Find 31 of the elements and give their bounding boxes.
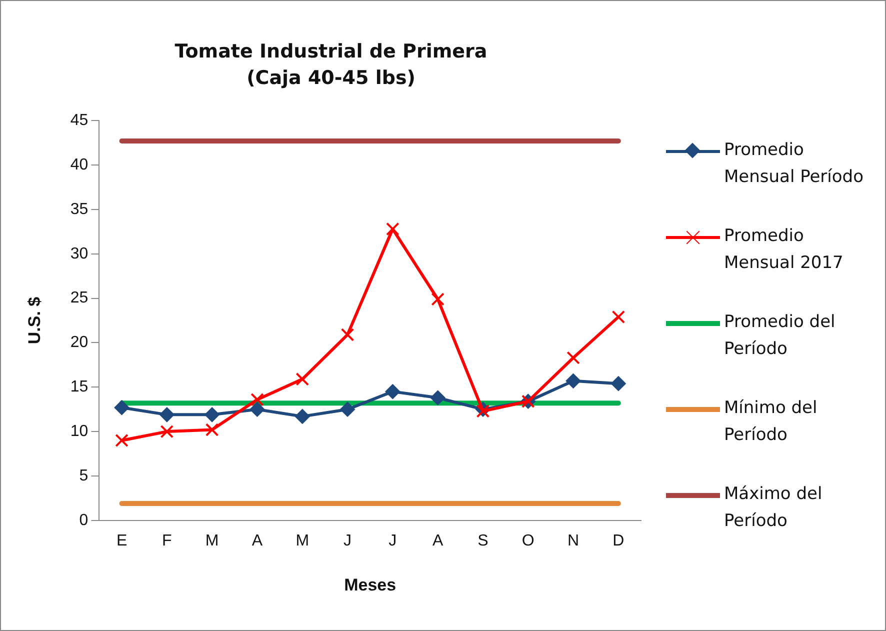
- x-axis-title: Meses: [344, 575, 396, 594]
- x-tick-label: O: [522, 532, 534, 550]
- x-tick-label: M: [205, 532, 219, 550]
- y-axis-title: U.S. $: [24, 296, 44, 344]
- legend-label: Promedio Mensual 2017: [724, 225, 844, 275]
- chart-title: Tomate Industrial de Primera: [174, 40, 488, 62]
- legend-label: Promedio del Período: [724, 311, 836, 361]
- y-tick-label: 0: [79, 512, 88, 529]
- x-tick-label: E: [116, 532, 128, 550]
- y-tick-label: 5: [79, 467, 88, 484]
- legend-label: Promedio Mensual Período: [724, 139, 864, 189]
- y-tick-label: 45: [70, 112, 88, 130]
- x-tick-label: A: [252, 532, 263, 550]
- x-tick-label: S: [478, 532, 488, 550]
- y-tick-label: 20: [70, 334, 88, 352]
- x-tick-label: F: [162, 532, 172, 550]
- chart-subtitle: (Caja 40-45 lbs): [246, 67, 416, 90]
- x-tick-label: M: [296, 532, 310, 550]
- y-tick-label: 10: [70, 422, 88, 440]
- y-tick-label: 35: [70, 200, 88, 218]
- x-tick-label: J: [344, 532, 352, 550]
- legend-label: Mínimo del Período: [724, 397, 818, 447]
- x-tick-label: D: [612, 532, 624, 550]
- y-tick-label: 15: [70, 378, 88, 396]
- y-tick-label: 30: [70, 245, 88, 262]
- legend-label: Máximo del Período: [724, 483, 824, 533]
- x-tick-label: N: [567, 532, 580, 550]
- x-tick-label: A: [432, 532, 444, 550]
- x-tick-label: J: [388, 532, 397, 550]
- y-tick-label: 40: [70, 156, 88, 174]
- y-tick-label: 25: [70, 290, 88, 307]
